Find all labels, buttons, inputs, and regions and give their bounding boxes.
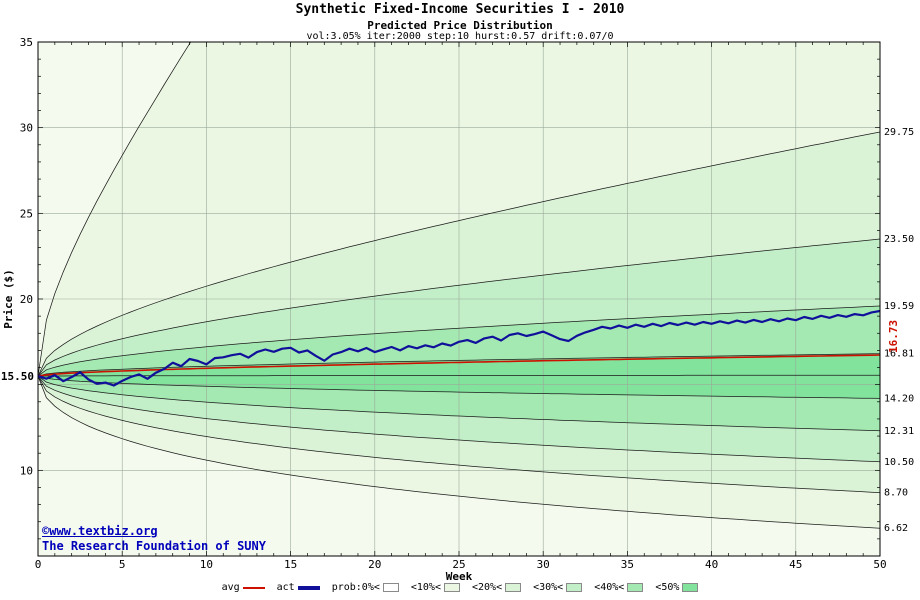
legend-item-40: <40%< — [594, 582, 644, 593]
quantile-curves — [38, 42, 880, 529]
legend-label: <10%< — [410, 582, 441, 593]
actual-price-line — [38, 309, 880, 387]
legend-label: <20%< — [471, 582, 503, 593]
legend-swatch — [682, 583, 699, 592]
legend-label: <50% — [655, 582, 680, 593]
start-price-label: 15.50 — [1, 370, 34, 383]
legend-item-prob0: prob:0%< — [332, 582, 399, 593]
x-tick-label: 5 — [119, 558, 126, 571]
legend-swatch — [627, 583, 644, 592]
right-quantile-label: 19.59 — [884, 301, 914, 312]
axis-labels: 0 5 10 15 20 25 30 35 40 45 50 10 20 25 30 35 15.50 29.75… — [1, 36, 914, 583]
y-tick-label: 20 — [20, 293, 33, 306]
legend-label: act — [276, 582, 295, 593]
y-tick-label: 35 — [20, 36, 33, 49]
legend-swatch — [242, 586, 265, 589]
y-tick-label: 10 — [20, 464, 33, 477]
x-tick-label: 15 — [284, 558, 297, 571]
right-quantile-label: 23.50 — [884, 234, 914, 245]
legend-swatch — [505, 583, 522, 592]
probability-band — [38, 376, 880, 529]
legend-item-20: <20%< — [471, 582, 522, 593]
legend-label: prob:0%< — [331, 582, 380, 593]
legend-swatch — [382, 583, 399, 592]
chart-subtitle: Predicted Price Distribution — [367, 19, 553, 32]
y-tick-label: 30 — [20, 122, 33, 135]
x-tick-label: 40 — [705, 558, 718, 571]
right-quantile-label: 29.75 — [884, 127, 914, 138]
x-tick-label: 50 — [873, 558, 886, 571]
legend-label: <30%< — [533, 582, 564, 593]
legend-item-avg: avg — [222, 582, 265, 593]
y-axis-title: Price ($) — [2, 269, 15, 329]
legend-label: <40%< — [594, 582, 625, 593]
legend-item-30: <30%< — [533, 582, 583, 593]
x-tick-label: 30 — [537, 558, 550, 571]
x-tick-label: 20 — [368, 558, 381, 571]
legend-item-act: act — [277, 582, 320, 593]
x-tick-label: 35 — [621, 558, 634, 571]
axis-ticks — [37, 41, 881, 557]
chart-title: Synthetic Fixed-Income Securities I - 20… — [295, 2, 625, 17]
watermark-org[interactable]: The Research Foundation of SUNY — [42, 539, 266, 553]
legend-swatch — [297, 585, 320, 590]
x-tick-label: 10 — [200, 558, 213, 571]
x-tick-label: 45 — [789, 558, 802, 571]
legend-label: avg — [221, 582, 240, 593]
legend-swatch — [566, 583, 583, 592]
x-tick-label: 25 — [452, 558, 465, 571]
right-quantile-label: 12.31 — [884, 426, 914, 437]
right-quantile-label: 14.20 — [884, 393, 914, 404]
legend-item-10: <10%< — [411, 582, 460, 593]
gridlines — [38, 42, 880, 556]
x-axis-title: Week — [446, 570, 473, 583]
legend-swatch — [443, 583, 460, 592]
x-tick-label: 0 — [35, 558, 42, 571]
y-tick-label: 25 — [20, 207, 33, 220]
chart-params: vol:3.05% iter:2000 step:10 hurst:0.57 d… — [306, 31, 614, 42]
chart-legend: avg act prob:0%< <10%< <20%< <30%< <40%< <50% — [0, 582, 920, 593]
right-quantile-label: 8.70 — [884, 488, 908, 499]
avg-value-label: 16.73 — [887, 320, 900, 353]
right-quantile-label: 10.50 — [884, 457, 914, 468]
watermark-link[interactable]: ©www.textbiz.org — [42, 524, 158, 538]
right-quantile-label: 16.81 — [884, 349, 914, 360]
avg-line — [38, 354, 880, 377]
right-quantile-label: 6.62 — [884, 523, 908, 534]
legend-item-50: <50% — [655, 582, 699, 593]
probability-band — [38, 376, 880, 493]
